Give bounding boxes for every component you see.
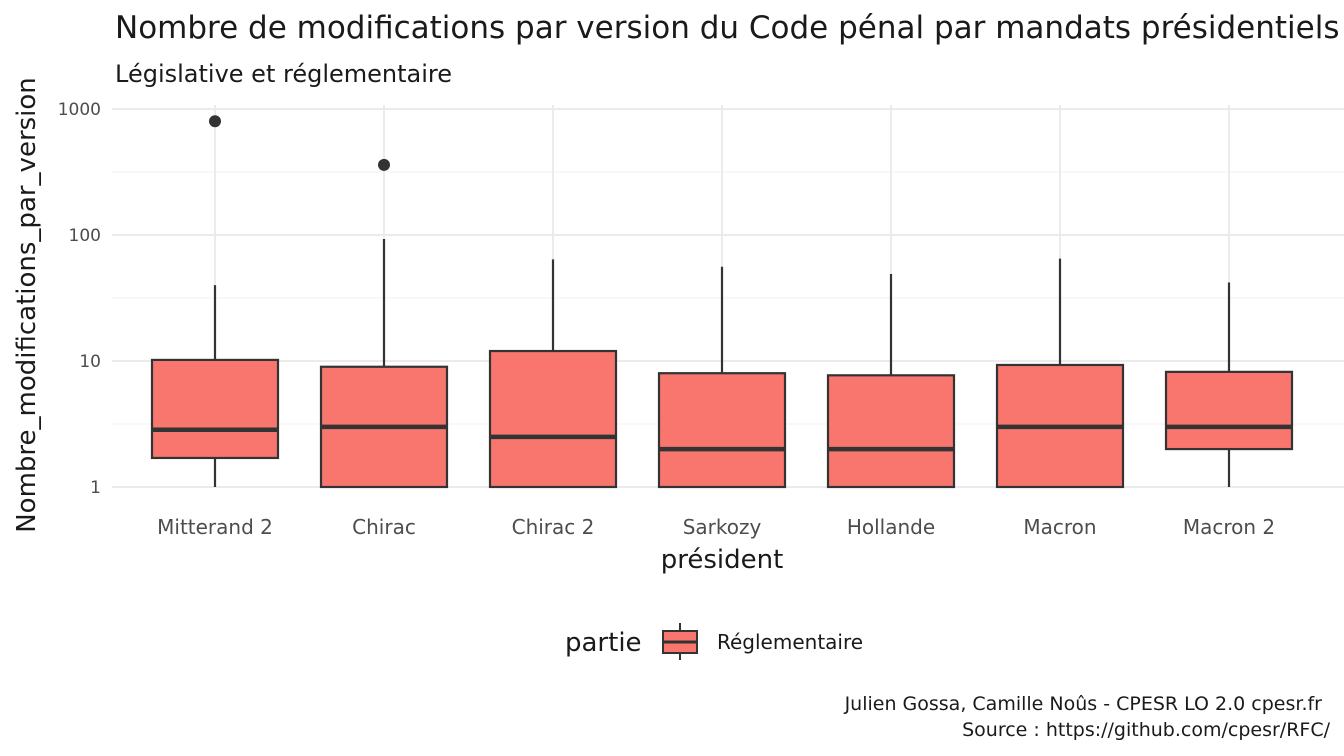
legend-title: partie: [565, 628, 642, 658]
y-tick-label: 1: [90, 478, 101, 498]
x-axis-ticks: Mitterand 2 Chirac Chirac 2 Sarkozy Hollande…: [157, 515, 1275, 539]
boxplot-macron: [995, 258, 1125, 489]
y-tick-label: 1000: [58, 100, 101, 120]
x-tick-label: Macron: [1023, 515, 1096, 539]
boxplot-sarkozy: [657, 266, 787, 489]
y-axis-ticks: 1 10 100 1000: [58, 100, 101, 498]
x-tick-label: Mitterand 2: [157, 515, 273, 539]
boxplot-macron-2: [1164, 282, 1294, 487]
y-tick-label: 100: [69, 226, 101, 246]
chart-subtitle: Législative et réglementaire: [115, 60, 452, 88]
chart-title: Nombre de modifications par version du C…: [115, 10, 1340, 46]
legend-entry-reglementaire: Réglementaire: [717, 630, 863, 654]
box: [657, 372, 787, 489]
boxplot-chirac-2: [488, 259, 618, 489]
x-axis-title: président: [661, 545, 784, 575]
boxplot-chirac: [319, 158, 449, 489]
x-tick-label: Chirac 2: [512, 515, 595, 539]
box: [150, 358, 280, 460]
boxplot-mitterand-2: [150, 115, 280, 487]
box: [488, 349, 618, 489]
x-tick-label: Macron 2: [1183, 515, 1275, 539]
boxplot-hollande: [826, 274, 956, 489]
x-tick-label: Chirac: [352, 515, 416, 539]
x-tick-label: Hollande: [847, 515, 935, 539]
legend-key: [662, 623, 698, 660]
x-tick-label: Sarkozy: [683, 515, 762, 539]
caption-line-2: Source : https://github.com/cpesr/RFC/: [962, 719, 1331, 741]
outlier-point: [378, 158, 390, 171]
legend: partie Réglementaire: [565, 623, 863, 660]
y-axis-title: Nombre_modifications_par_version: [12, 77, 42, 533]
boxplots: [150, 115, 1294, 489]
box: [1164, 370, 1294, 451]
outlier-point: [209, 115, 221, 128]
caption-line-1: Julien Gossa, Camille Noûs - CPESR LO 2.…: [844, 693, 1323, 715]
y-tick-label: 10: [79, 352, 101, 372]
box: [826, 374, 956, 489]
